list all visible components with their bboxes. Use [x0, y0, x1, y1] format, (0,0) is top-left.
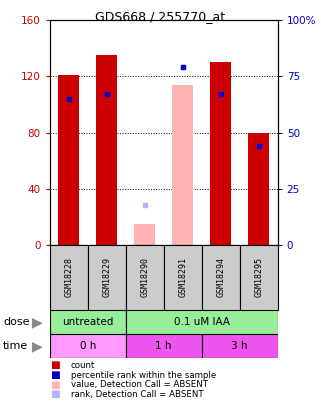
Text: GSM18229: GSM18229	[102, 258, 111, 297]
Bar	[88, 245, 126, 310]
Bar	[172, 85, 193, 245]
Bar	[240, 245, 278, 310]
Text: 0.1 uM IAA: 0.1 uM IAA	[174, 317, 230, 327]
Bar	[50, 245, 88, 310]
Text: ■: ■	[50, 380, 59, 390]
Bar	[50, 334, 126, 358]
Text: ■: ■	[50, 360, 59, 370]
Bar	[50, 310, 126, 334]
Bar	[126, 245, 164, 310]
Text: ▶: ▶	[31, 339, 42, 353]
Text: GSM18295: GSM18295	[254, 258, 263, 297]
Text: ■: ■	[50, 390, 59, 399]
Bar	[126, 334, 202, 358]
Text: GSM18228: GSM18228	[64, 258, 73, 297]
Text: rank, Detection Call = ABSENT: rank, Detection Call = ABSENT	[71, 390, 203, 399]
Text: 0 h: 0 h	[80, 341, 96, 351]
Text: dose: dose	[3, 317, 30, 327]
Bar	[96, 55, 117, 245]
Text: 3 h: 3 h	[231, 341, 248, 351]
Bar	[134, 224, 155, 245]
Bar	[126, 310, 278, 334]
Text: ■: ■	[50, 370, 59, 380]
Bar	[164, 245, 202, 310]
Bar	[248, 133, 269, 245]
Text: GSM18291: GSM18291	[178, 258, 187, 297]
Text: GSM18294: GSM18294	[216, 258, 225, 297]
Text: count: count	[71, 361, 95, 370]
Text: time: time	[3, 341, 29, 351]
Text: GDS668 / 255770_at: GDS668 / 255770_at	[95, 10, 226, 23]
Text: value, Detection Call = ABSENT: value, Detection Call = ABSENT	[71, 380, 208, 389]
Bar	[210, 62, 231, 245]
Bar	[202, 334, 278, 358]
Text: untreated: untreated	[62, 317, 113, 327]
Text: GSM18290: GSM18290	[140, 258, 149, 297]
Text: 1 h: 1 h	[155, 341, 172, 351]
Bar	[202, 245, 240, 310]
Bar	[58, 75, 79, 245]
Text: percentile rank within the sample: percentile rank within the sample	[71, 371, 216, 379]
Text: ▶: ▶	[31, 315, 42, 329]
